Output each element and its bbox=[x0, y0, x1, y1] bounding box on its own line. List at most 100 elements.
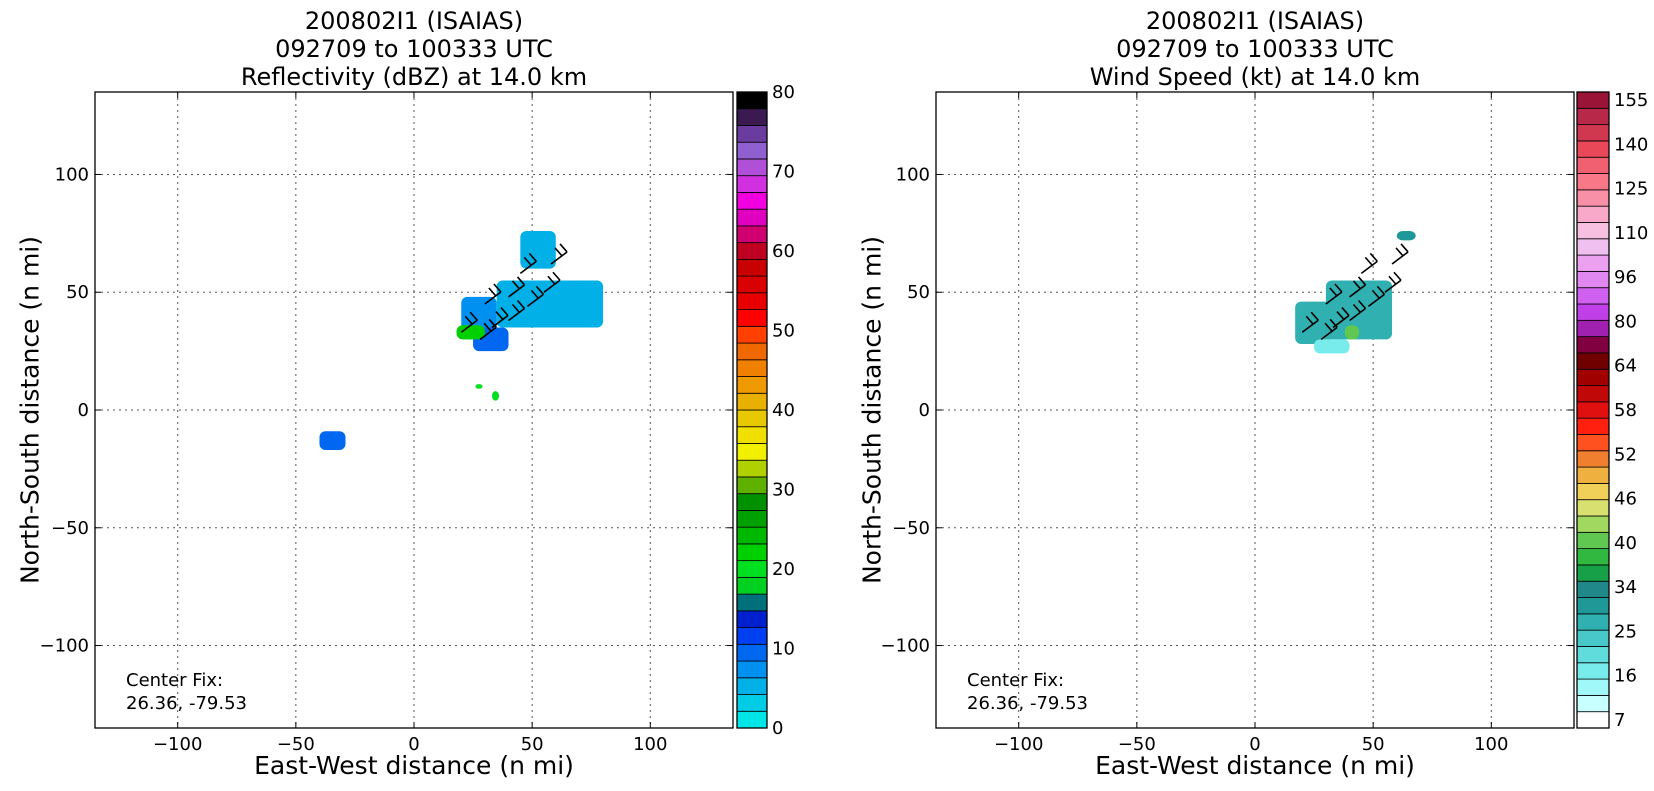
wind-barb-flag bbox=[1376, 285, 1386, 295]
wind-barb-flag bbox=[523, 256, 532, 266]
echo-region bbox=[475, 384, 483, 389]
colorbar-tick-label: 110 bbox=[1614, 223, 1648, 244]
wind-barb-staff bbox=[1301, 319, 1319, 333]
colorbar-cell bbox=[736, 543, 768, 562]
wind-barb-flag bbox=[1334, 283, 1343, 293]
colorbar-cell bbox=[1576, 287, 1610, 305]
echo-region bbox=[319, 431, 346, 451]
x-axis-label: East-West distance (n mi) bbox=[1095, 751, 1415, 780]
x-tick-label: 50 bbox=[1362, 734, 1385, 755]
y-tick-label: 100 bbox=[55, 164, 89, 185]
wind-barb bbox=[543, 271, 561, 293]
colorbar-cell bbox=[736, 443, 768, 461]
colorbar-cell bbox=[736, 275, 768, 294]
colorbar-cell bbox=[736, 627, 768, 645]
y-tick-label: 0 bbox=[78, 400, 89, 421]
chart-title-line: 092709 to 100333 UTC bbox=[1116, 35, 1394, 63]
wind-barb-flag bbox=[1364, 256, 1373, 266]
colorbar-cell bbox=[1576, 156, 1610, 174]
wind-barb-flag bbox=[516, 276, 526, 286]
wind-barb-flag bbox=[552, 271, 561, 281]
colorbar-cell bbox=[1576, 319, 1610, 338]
colorbar-frame bbox=[1576, 91, 1610, 729]
wind-barb bbox=[550, 243, 568, 265]
colorbar-cell bbox=[1576, 499, 1610, 517]
colorbar-cell bbox=[736, 175, 768, 193]
colorbar-cell bbox=[736, 325, 768, 344]
wind-barb-staff bbox=[526, 293, 544, 307]
colorbar-cell bbox=[736, 292, 768, 310]
echo-region bbox=[496, 280, 604, 328]
colorbar-tick-label: 140 bbox=[1614, 134, 1648, 155]
y-tick-label: 0 bbox=[919, 400, 930, 421]
colorbar-cell bbox=[1576, 189, 1610, 207]
wind-barb-flag bbox=[1357, 299, 1367, 310]
colorbar-tick-label: 64 bbox=[1614, 356, 1637, 377]
chart-title-line: Reflectivity (dBZ) at 14.0 km bbox=[241, 63, 587, 91]
wind-barb-flag bbox=[528, 252, 537, 262]
echo-region bbox=[1344, 325, 1359, 340]
colorbar-cell bbox=[1576, 531, 1610, 550]
colorbar-cell bbox=[736, 677, 768, 695]
wind-barb bbox=[1391, 243, 1409, 265]
wind-barb bbox=[491, 307, 509, 329]
colorbar-cell bbox=[1576, 711, 1610, 729]
colorbar-tick-label: 10 bbox=[772, 639, 795, 660]
x-tick-label: −50 bbox=[1118, 734, 1156, 755]
wind-barb bbox=[1360, 252, 1378, 275]
y-tick-label: −50 bbox=[51, 518, 89, 539]
colorbar-cell bbox=[736, 141, 768, 160]
colorbar-cell bbox=[1576, 482, 1610, 501]
echo-region bbox=[520, 230, 556, 269]
wind-barb-staff bbox=[1320, 326, 1338, 340]
wind-barb-flag bbox=[1305, 315, 1314, 325]
colorbar-tick-label: 20 bbox=[772, 559, 795, 580]
wind-barb-staff bbox=[479, 326, 497, 340]
colorbar-tick-label: 58 bbox=[1614, 400, 1637, 421]
wind-barb-flag bbox=[469, 311, 478, 321]
wind-barb-staff bbox=[1384, 279, 1402, 293]
wind-barb-flag bbox=[1388, 275, 1397, 285]
colorbar-cell bbox=[736, 493, 768, 511]
colorbar-cell bbox=[1576, 368, 1610, 386]
wind-barb-flag bbox=[1371, 289, 1381, 299]
chart-title-line: 200802I1 (ISAIAS) bbox=[1146, 7, 1364, 35]
colorbar-tick-label: 52 bbox=[1614, 444, 1637, 465]
colorbar-cell bbox=[1576, 205, 1610, 223]
colorbar-tick-label: 7 bbox=[1614, 710, 1625, 731]
wind-barb-staff bbox=[508, 284, 525, 298]
colorbar-tick-label: 40 bbox=[1614, 533, 1637, 554]
colorbar-tick-label: 125 bbox=[1614, 179, 1648, 200]
wind-barb bbox=[526, 285, 545, 307]
colorbar-cell bbox=[736, 660, 768, 679]
colorbar-cell bbox=[1576, 646, 1610, 664]
colorbar-cell bbox=[736, 710, 768, 729]
colorbar-cell bbox=[1576, 140, 1610, 158]
wind-barb-flag bbox=[1393, 271, 1402, 281]
colorbar-cell bbox=[736, 376, 768, 394]
echo-region bbox=[1396, 230, 1416, 241]
colorbar-tick-label: 96 bbox=[1614, 267, 1637, 288]
colorbar-cell bbox=[736, 208, 768, 227]
y-tick-label: 50 bbox=[66, 282, 89, 303]
x-axis-label: East-West distance (n mi) bbox=[254, 751, 574, 780]
y-tick-label: −100 bbox=[40, 636, 89, 657]
wind-barb bbox=[484, 283, 502, 305]
y-axis-label: North-South distance (n mi) bbox=[858, 236, 887, 584]
wind-barb-flag bbox=[1324, 322, 1333, 332]
echo-region bbox=[491, 391, 500, 401]
wind-barb-staff bbox=[1332, 314, 1350, 329]
colorbar-cell bbox=[1576, 173, 1610, 191]
wind-barb-flag bbox=[1341, 307, 1350, 317]
wind-barb bbox=[1349, 276, 1367, 298]
wind-barb bbox=[1384, 271, 1402, 293]
colorbar-cell bbox=[1576, 580, 1610, 598]
colorbar-cell bbox=[736, 392, 768, 411]
wind-barb-flag bbox=[1395, 247, 1404, 257]
echo-region bbox=[1314, 339, 1350, 354]
colorbar-cell bbox=[1576, 564, 1610, 582]
colorbar-cell bbox=[1576, 466, 1610, 484]
x-tick-label: 100 bbox=[633, 734, 667, 755]
y-tick-label: −100 bbox=[881, 636, 930, 657]
wind-barb-staff bbox=[508, 307, 525, 322]
